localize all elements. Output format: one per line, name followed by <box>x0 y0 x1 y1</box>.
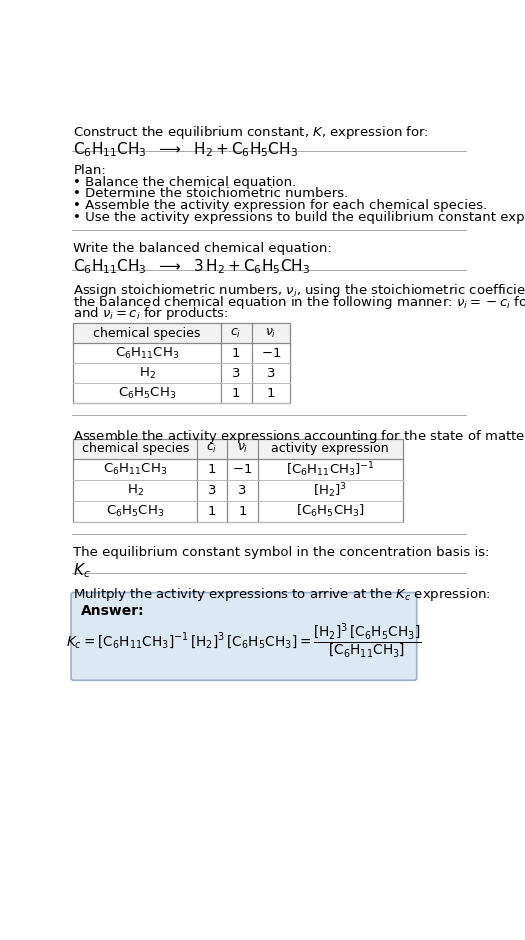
Text: $-1$: $-1$ <box>232 463 253 477</box>
Text: $[\mathrm{C_6H_{11}CH_3}]^{-1}$: $[\mathrm{C_6H_{11}CH_3}]^{-1}$ <box>286 461 375 479</box>
Text: $\mathrm{H_2}$: $\mathrm{H_2}$ <box>139 366 155 381</box>
Text: $\nu_i$: $\nu_i$ <box>265 326 277 339</box>
Text: 1: 1 <box>238 505 247 518</box>
Text: $\mathrm{C_6H_{11}CH_3}$: $\mathrm{C_6H_{11}CH_3}$ <box>103 462 167 478</box>
Text: and $\nu_i = c_i$ for products:: and $\nu_i = c_i$ for products: <box>74 306 229 322</box>
Text: $\mathrm{C_6H_5CH_3}$: $\mathrm{C_6H_5CH_3}$ <box>118 385 176 400</box>
Text: Plan:: Plan: <box>74 164 106 177</box>
Bar <box>74 323 290 343</box>
Text: $[\mathrm{C_6H_5CH_3}]$: $[\mathrm{C_6H_5CH_3}]$ <box>296 503 365 519</box>
Text: The equilibrium constant symbol in the concentration basis is:: The equilibrium constant symbol in the c… <box>74 546 490 559</box>
Text: the balanced chemical equation in the following manner: $\nu_i = -c_i$ for react: the balanced chemical equation in the fo… <box>74 293 525 311</box>
Text: $[\mathrm{H_2}]^3$: $[\mathrm{H_2}]^3$ <box>313 481 347 500</box>
Text: $\mathrm{H_2}$: $\mathrm{H_2}$ <box>127 483 144 498</box>
Text: 1: 1 <box>232 386 240 400</box>
Text: 1: 1 <box>232 347 240 359</box>
Text: activity expression: activity expression <box>271 443 389 455</box>
Text: Assemble the activity expressions accounting for the state of matter and $\nu_i$: Assemble the activity expressions accoun… <box>74 428 525 445</box>
Bar <box>74 323 290 403</box>
Text: $-1$: $-1$ <box>261 347 281 359</box>
Text: Write the balanced chemical equation:: Write the balanced chemical equation: <box>74 243 332 255</box>
Text: • Use the activity expressions to build the equilibrium constant expression.: • Use the activity expressions to build … <box>74 211 525 224</box>
FancyBboxPatch shape <box>71 592 417 681</box>
Text: $c_i$: $c_i$ <box>206 443 218 456</box>
Text: 3: 3 <box>267 367 275 380</box>
Text: Assign stoichiometric numbers, $\nu_i$, using the stoichiometric coefficients, $: Assign stoichiometric numbers, $\nu_i$, … <box>74 282 525 299</box>
Text: $K_c = [\mathrm{C_6H_{11}CH_3}]^{-1}\,[\mathrm{H_2}]^3\,[\mathrm{C_6H_5CH_3}] = : $K_c = [\mathrm{C_6H_{11}CH_3}]^{-1}\,[\… <box>66 621 422 660</box>
Bar <box>74 438 403 522</box>
Text: $\mathrm{C_6H_{11}CH_3}$: $\mathrm{C_6H_{11}CH_3}$ <box>115 346 179 361</box>
Text: $\mathrm{C_6H_{11}CH_3}$  $\longrightarrow$  $\mathrm{3\,H_2 + C_6H_5CH_3}$: $\mathrm{C_6H_{11}CH_3}$ $\longrightarro… <box>74 258 311 276</box>
Text: • Determine the stoichiometric numbers.: • Determine the stoichiometric numbers. <box>74 187 349 200</box>
Text: 1: 1 <box>267 386 275 400</box>
Text: chemical species: chemical species <box>82 443 189 455</box>
Text: $\nu_i$: $\nu_i$ <box>237 443 248 456</box>
Text: $c_i$: $c_i$ <box>230 326 242 339</box>
Text: $\mathrm{C_6H_{11}CH_3}$  $\longrightarrow$  $\mathrm{H_2 + C_6H_5CH_3}$: $\mathrm{C_6H_{11}CH_3}$ $\longrightarro… <box>74 140 298 159</box>
Text: • Assemble the activity expression for each chemical species.: • Assemble the activity expression for e… <box>74 199 488 212</box>
Text: 1: 1 <box>208 505 216 518</box>
Bar <box>74 438 403 460</box>
Text: Mulitply the activity expressions to arrive at the $K_c$ expression:: Mulitply the activity expressions to arr… <box>74 586 491 603</box>
Text: • Balance the chemical equation.: • Balance the chemical equation. <box>74 176 297 189</box>
Text: 3: 3 <box>238 484 247 497</box>
Text: 3: 3 <box>208 484 216 497</box>
Text: chemical species: chemical species <box>93 326 201 339</box>
Text: Answer:: Answer: <box>81 604 145 619</box>
Text: Construct the equilibrium constant, $K$, expression for:: Construct the equilibrium constant, $K$,… <box>74 123 429 141</box>
Text: $\mathrm{C_6H_5CH_3}$: $\mathrm{C_6H_5CH_3}$ <box>106 504 164 519</box>
Text: 1: 1 <box>208 463 216 477</box>
Text: $K_c$: $K_c$ <box>74 561 91 580</box>
Text: 3: 3 <box>232 367 240 380</box>
